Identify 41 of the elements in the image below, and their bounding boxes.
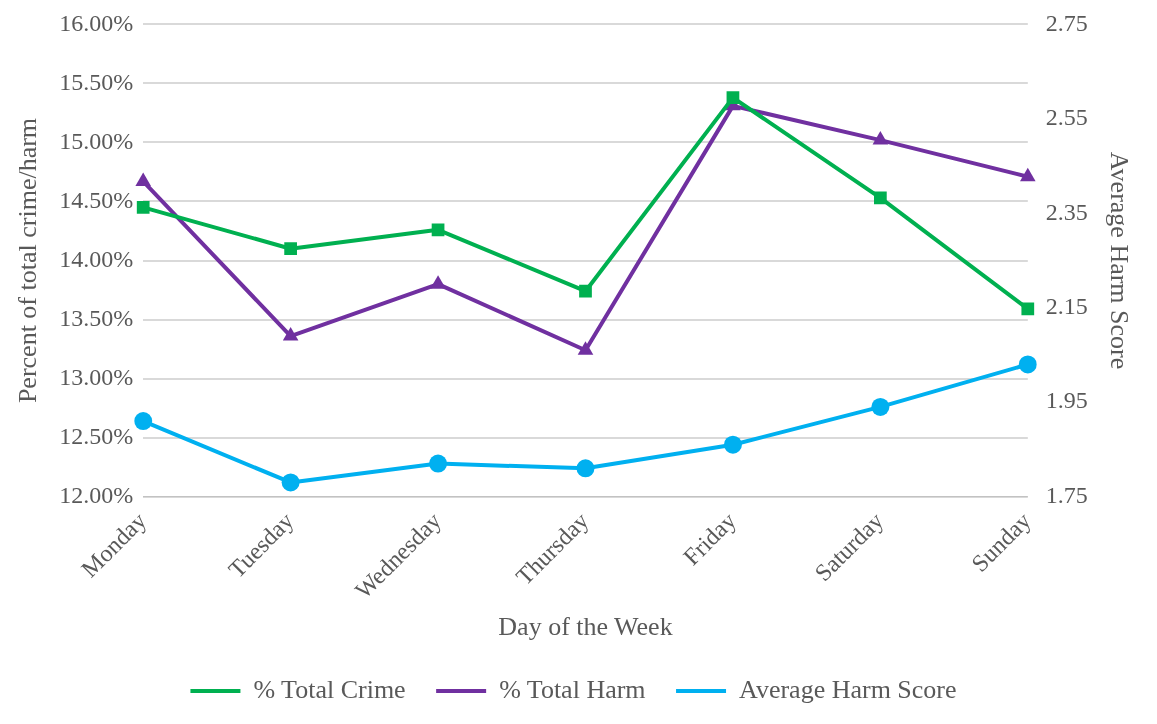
point bbox=[429, 454, 448, 473]
legend-label: Average Harm Score bbox=[739, 674, 957, 704]
point bbox=[281, 473, 300, 492]
y-tick-label: 15.00% bbox=[59, 127, 134, 154]
y2-tick-label: 1.75 bbox=[1045, 481, 1088, 508]
point bbox=[874, 191, 887, 205]
y2-axis-title: Average Harm Score bbox=[1104, 151, 1134, 370]
legend-label: % Total Crime bbox=[253, 674, 406, 704]
point bbox=[431, 223, 445, 237]
point bbox=[284, 242, 297, 256]
y2-tick-label: 2.35 bbox=[1045, 198, 1088, 225]
y-tick-label: 14.50% bbox=[59, 186, 134, 213]
y2-tick-label: 2.15 bbox=[1045, 293, 1088, 320]
point bbox=[134, 412, 153, 431]
y-axis-title: Percent of total crime/harm bbox=[13, 117, 43, 404]
y-tick-label: 13.50% bbox=[59, 304, 134, 331]
point bbox=[1020, 167, 1036, 182]
y-tick-label: 12.50% bbox=[59, 422, 134, 449]
point bbox=[579, 284, 592, 298]
point bbox=[282, 327, 299, 341]
y2-tick-label: 2.55 bbox=[1045, 104, 1088, 131]
point bbox=[726, 91, 740, 104]
point bbox=[135, 172, 151, 186]
point bbox=[1018, 355, 1037, 374]
point bbox=[1021, 302, 1035, 316]
y2-tick-label: 1.95 bbox=[1045, 387, 1088, 414]
point bbox=[577, 341, 594, 355]
y2-tick-label: 2.75 bbox=[1045, 9, 1088, 36]
x-axis-title: Day of the Week bbox=[498, 612, 673, 642]
y-tick-label: 13.00% bbox=[59, 363, 134, 390]
point bbox=[576, 459, 595, 478]
legend-label: % Total Harm bbox=[499, 674, 646, 704]
point bbox=[136, 201, 150, 214]
y-tick-label: 15.50% bbox=[59, 68, 134, 95]
y-tick-label: 16.00% bbox=[59, 9, 134, 36]
point bbox=[723, 435, 742, 454]
y-tick-label: 14.00% bbox=[59, 245, 134, 272]
point bbox=[872, 131, 889, 145]
point bbox=[430, 275, 446, 289]
y-tick-label: 12.00% bbox=[59, 481, 134, 508]
point bbox=[871, 397, 890, 416]
